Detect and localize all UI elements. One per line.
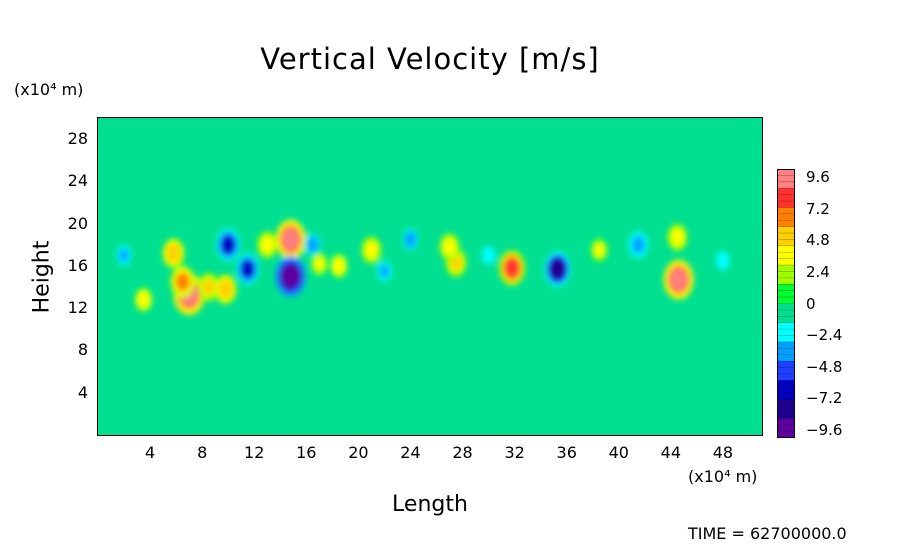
x-tick-label: 36: [556, 443, 577, 462]
heatmap-cell: [366, 242, 377, 258]
heatmap-cell: [282, 228, 299, 251]
heatmap-cell: [241, 260, 254, 278]
heatmap-cell: [167, 245, 180, 262]
colorbar-tick-label: −4.8: [806, 357, 843, 376]
y-axis-label: Height: [29, 240, 55, 314]
heatmap-cell: [203, 279, 215, 295]
chart-title: Vertical Velocity [m/s]: [260, 42, 600, 76]
heatmap-cell: [718, 254, 728, 267]
heatmap-cell: [444, 239, 455, 255]
heatmap-cell: [379, 264, 390, 278]
colorbar-segment: [777, 169, 795, 189]
colorbar-segment: [777, 284, 795, 304]
y-axis-unit: (x10⁴ m): [14, 80, 84, 99]
colorbar-segment: [777, 418, 795, 438]
heatmap-field: [98, 118, 762, 435]
x-tick-label: 8: [197, 443, 208, 462]
heatmap-cell: [670, 268, 687, 291]
heatmap-cell: [221, 235, 235, 254]
y-tick-label: 24: [67, 171, 88, 191]
colorbar-segment: [777, 265, 795, 285]
heatmap-background: [98, 118, 762, 435]
colorbar-border: [777, 169, 795, 438]
heatmap-cell: [219, 281, 232, 298]
plot-area: [97, 117, 763, 436]
heatmap-cell: [672, 230, 683, 245]
colorbar-tick-label: −2.4: [806, 326, 843, 345]
colorbar-segment: [777, 188, 795, 208]
heatmap-cell: [314, 257, 325, 271]
x-tick-label: 44: [660, 443, 682, 462]
heatmap-cell: [138, 292, 149, 307]
colorbar-tick-label: 9.6: [806, 168, 830, 186]
heatmap-cell: [119, 248, 129, 262]
x-tick-label: 20: [348, 443, 369, 462]
x-tick-label: 32: [504, 443, 525, 462]
colorbar-tick-label: 0: [806, 294, 816, 313]
y-tick-label: 16: [67, 255, 88, 275]
x-axis-label: Length: [392, 492, 468, 517]
heatmap-cell: [307, 237, 318, 252]
colorbar: [777, 169, 795, 438]
x-tick-label: 28: [452, 443, 473, 462]
colorbar-segment: [777, 207, 795, 228]
colorbar-segment: [777, 361, 795, 381]
time-readout: TIME = 62700000.0: [688, 524, 847, 543]
colorbar-tick-label: 2.4: [806, 262, 830, 281]
heatmap-cell: [261, 237, 273, 253]
heatmap-cell: [550, 259, 565, 279]
y-tick-label: 4: [77, 382, 88, 402]
heatmap-cell: [504, 258, 520, 278]
y-tick-label: 20: [67, 213, 88, 233]
x-tick-label: 4: [144, 443, 156, 462]
x-axis-unit: (x10⁴ m): [688, 467, 758, 486]
colorbar-segment: [777, 380, 795, 401]
colorbar-segment: [777, 322, 795, 343]
y-tick-label: 12: [67, 298, 88, 318]
colorbar-segment: [777, 245, 795, 266]
heatmap-cell: [484, 249, 493, 262]
colorbar-tick-label: 7.2: [806, 199, 830, 218]
colorbar-tick-label: −7.2: [806, 389, 843, 408]
x-tick-label: 24: [400, 443, 421, 462]
x-tick-label: 40: [608, 443, 629, 462]
heatmap-cell: [594, 243, 604, 257]
y-tick-label: 28: [67, 129, 88, 149]
heatmap-cell: [632, 237, 644, 253]
heatmap-cell: [282, 265, 300, 288]
x-tick-label: 48: [712, 443, 734, 462]
heatmap-cell: [176, 272, 190, 291]
colorbar-segment: [777, 399, 795, 420]
colorbar-segment: [777, 303, 795, 324]
colorbar-segment: [777, 341, 795, 362]
colorbar-tick-label: −9.6: [806, 421, 843, 439]
x-tick-label: 12: [244, 443, 265, 462]
heatmap-cell: [405, 232, 416, 247]
heatmap-cell: [333, 259, 344, 273]
x-tick-label: 16: [296, 443, 317, 462]
colorbar-segment: [777, 226, 795, 247]
colorbar-tick-label: 4.8: [806, 231, 830, 250]
y-tick-label: 8: [77, 340, 88, 360]
